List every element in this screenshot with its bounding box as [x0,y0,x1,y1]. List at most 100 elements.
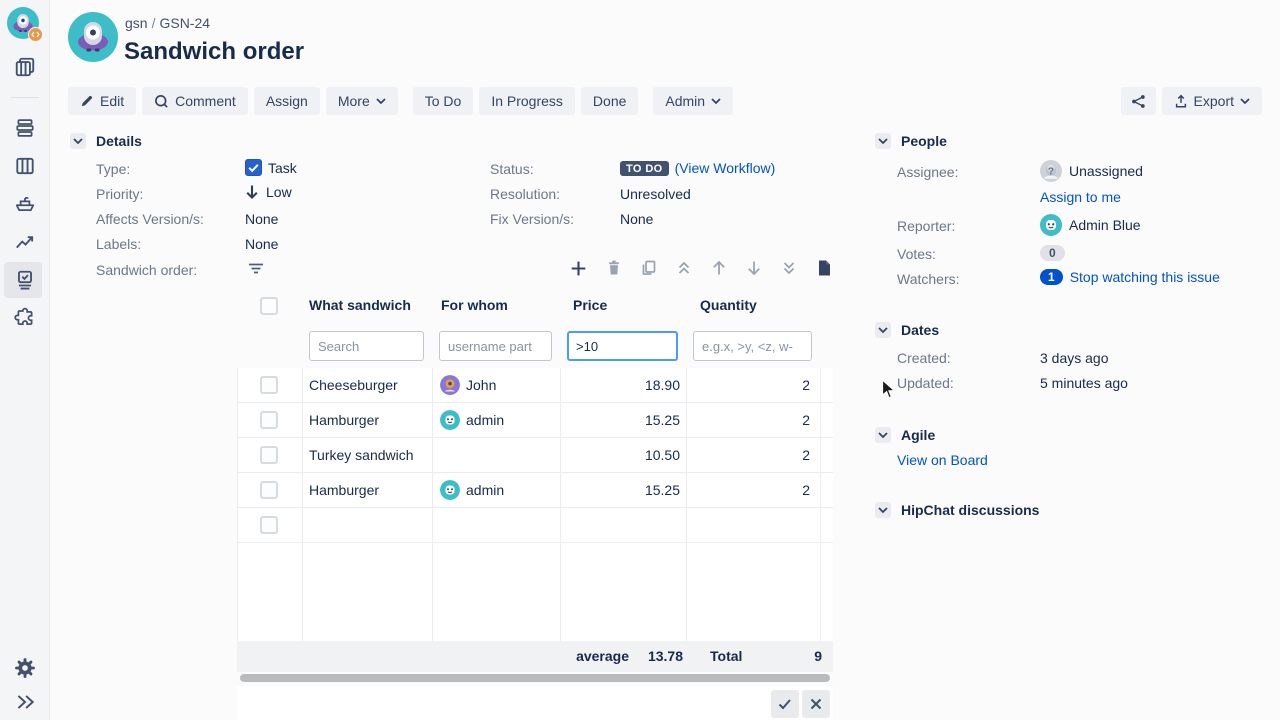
view-workflow-link[interactable]: (View Workflow) [674,160,776,176]
table-cell-quantity[interactable]: 2 [802,447,810,463]
user-avatar-teal-icon [440,480,460,500]
project-avatar-icon[interactable] [7,7,43,42]
more-label: More [337,93,370,109]
export-icon [1175,94,1186,107]
row-checkbox[interactable] [260,446,278,464]
details-collapse-toggle[interactable] [70,133,86,149]
settings-gear-icon[interactable] [14,657,36,679]
table-cell-quantity[interactable]: 2 [802,377,810,393]
row-checkbox[interactable] [260,411,278,429]
votes-label: Votes: [897,246,936,262]
confirm-button[interactable] [771,690,799,718]
expand-sidebar-icon[interactable] [14,693,36,711]
labels-label: Labels: [96,236,142,252]
unassigned-avatar-icon: ? [1040,160,1062,182]
column-header-price[interactable]: Price [573,297,608,313]
table-row: Turkey sandwich 10.50 2 [237,438,833,473]
assign-button[interactable]: Assign [253,87,320,115]
table-cell-sandwich[interactable]: Cheeseburger [309,377,398,393]
chevron-down-icon [878,137,888,144]
horizontal-scrollbar[interactable] [240,674,830,682]
sandwich-order-field-label: Sandwich order: [96,262,198,278]
table-cell-price[interactable]: 15.25 [644,412,680,428]
move-down-icon[interactable] [745,259,763,277]
table-header-row: What sandwich For whom Price Quantity [237,289,833,324]
whom-filter-input[interactable] [439,331,552,361]
row-checkbox[interactable] [260,481,278,499]
average-value: 13.78 [647,648,683,664]
assign-to-me-link[interactable]: Assign to me [1040,189,1121,205]
table-cell-whom[interactable]: admin [432,410,560,430]
backlog-icon[interactable] [14,117,36,139]
chevron-down-icon [878,326,888,333]
cancel-button[interactable] [802,690,830,718]
delete-row-icon[interactable] [605,259,623,277]
issues-icon[interactable] [14,269,36,291]
stop-watching-link[interactable]: Stop watching this issue [1069,269,1220,285]
table-cell-sandwich[interactable]: Turkey sandwich [309,447,414,463]
project-avatar[interactable] [68,12,118,62]
votes-badge[interactable]: 0 [1040,245,1065,261]
reporter-avatar-icon [1040,214,1062,236]
price-filter-input[interactable] [567,331,678,361]
breadcrumb-project-link[interactable]: gsn [125,15,148,31]
table-cell-price[interactable]: 18.90 [644,377,680,393]
chevron-down-icon [376,97,386,104]
table-cell-sandwich[interactable]: Hamburger [309,412,380,428]
chevron-down-icon [711,97,721,104]
boards-icon[interactable] [14,56,36,78]
dates-collapse-toggle[interactable] [875,322,891,338]
view-on-board-link[interactable]: View on Board [897,452,988,468]
edit-button[interactable]: Edit [68,87,137,115]
table-cell-whom[interactable]: admin [432,480,560,500]
table-cell-sandwich[interactable]: Hamburger [309,482,380,498]
resolution-value: Unresolved [620,186,691,202]
row-checkbox[interactable] [260,516,278,534]
column-header-whom[interactable]: For whom [441,297,508,313]
move-top-icon[interactable] [675,259,693,277]
add-row-icon[interactable] [569,259,588,278]
grid-filter-icon[interactable] [246,258,266,278]
comment-button[interactable]: Comment [142,87,248,115]
transition-in-progress-button[interactable]: In Progress [479,87,575,115]
column-header-sandwich[interactable]: What sandwich [309,297,411,313]
sandwich-filter-input[interactable] [309,331,424,361]
releases-ship-icon[interactable] [14,192,36,214]
hipchat-collapse-toggle[interactable] [875,502,891,518]
row-checkbox[interactable] [260,376,278,394]
table-cell-quantity[interactable]: 2 [802,482,810,498]
people-collapse-toggle[interactable] [875,133,891,149]
export-dropdown-button[interactable]: Export [1161,87,1262,115]
board-columns-icon[interactable] [14,155,36,177]
table-cell-whom[interactable]: John [432,375,560,395]
table-cell-price[interactable]: 15.25 [644,482,680,498]
table-row: Hamburger admin 15.25 2 [237,473,833,508]
status-label: Status: [490,161,534,177]
breadcrumb-issue-link[interactable]: GSN-24 [159,15,211,31]
table-body: Cheeseburger John 18.90 2 Hamburger admi… [237,368,833,641]
transition-done-button[interactable]: Done [580,87,639,115]
admin-dropdown-button[interactable]: Admin [653,87,734,115]
export-table-icon[interactable] [815,259,833,277]
agile-collapse-toggle[interactable] [875,427,891,443]
move-up-icon[interactable] [710,259,728,277]
move-bottom-icon[interactable] [780,259,798,277]
add-ons-puzzle-icon[interactable] [14,307,36,329]
share-button[interactable] [1120,87,1156,115]
details-section-title: Details [96,133,142,149]
table-cell-quantity[interactable]: 2 [802,412,810,428]
fix-version-value: None [620,211,654,227]
edit-label: Edit [100,93,125,109]
select-all-checkbox[interactable] [260,297,278,315]
created-label: Created: [897,350,951,366]
column-header-quantity[interactable]: Quantity [700,297,757,313]
table-cell-price[interactable]: 10.50 [644,447,680,463]
copy-row-icon[interactable] [640,259,658,277]
more-dropdown-button[interactable]: More [325,87,398,115]
transition-todo-button[interactable]: To Do [412,87,474,115]
table-filter-row [237,324,833,368]
labels-value: None [245,236,279,252]
quantity-filter-input[interactable] [693,331,812,361]
reports-icon[interactable] [14,230,36,252]
svg-text:?: ? [1048,167,1054,178]
